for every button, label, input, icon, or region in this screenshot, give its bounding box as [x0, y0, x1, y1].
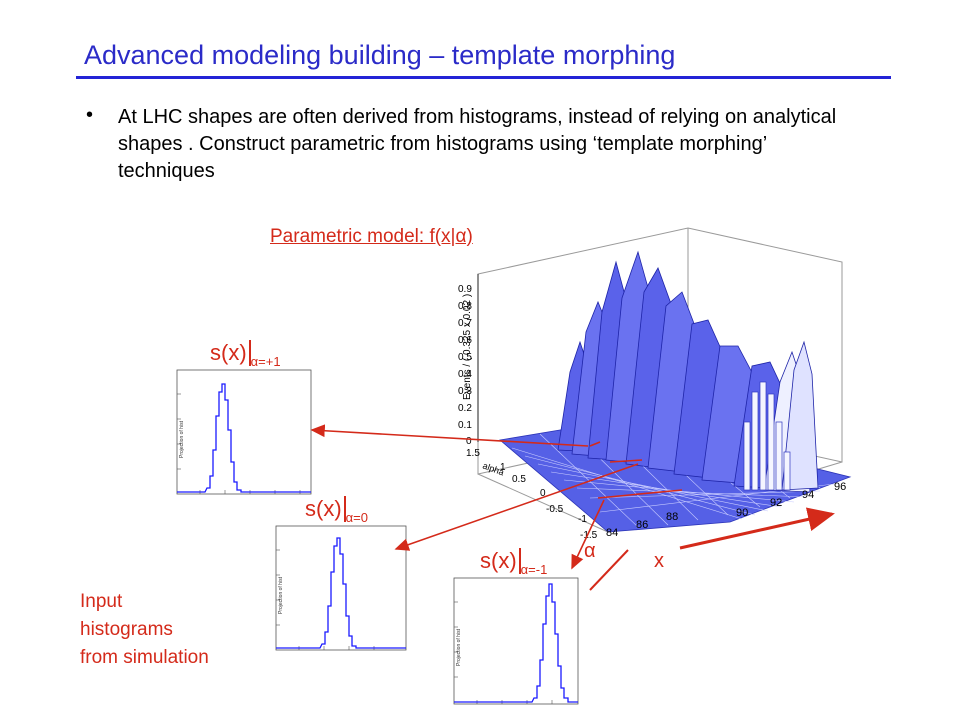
- marker-line-alpha-minus-one: [597, 489, 683, 499]
- alpha-tick: 1: [500, 462, 506, 473]
- arrow-to-alpha-zero: [394, 463, 639, 551]
- bullet-text: At LHC shapes are often derived from his…: [118, 106, 837, 182]
- z-tick: 0.5: [458, 352, 472, 363]
- z-tick: 0.8: [458, 301, 472, 312]
- slide-title: Advanced modeling building – template mo…: [84, 40, 676, 70]
- x-tick: 84: [606, 527, 618, 539]
- z-tick: 0.6: [458, 335, 472, 346]
- z-tick: 0: [466, 436, 472, 447]
- alpha-tick: -0.5: [546, 504, 564, 515]
- z-tick: 0.2: [458, 403, 472, 414]
- x-tick: 90: [736, 507, 748, 519]
- z-tick: 0.4: [458, 369, 472, 380]
- input-label-line: from simulation: [80, 647, 209, 668]
- title-rule: [76, 76, 891, 79]
- x-tick: 88: [666, 511, 678, 523]
- input-label-line: Input: [80, 591, 123, 612]
- label-s-alpha-minus-one: s(x) α=-1: [480, 548, 548, 577]
- x-arrow-label: x: [654, 550, 664, 572]
- svg-text:Projection of hist: Projection of hist: [456, 628, 462, 666]
- histogram-line: [454, 583, 578, 703]
- z-tick: 0.9: [458, 284, 472, 295]
- alpha-axis-arrow: [589, 549, 629, 591]
- arrow-to-alpha-minus-one: [571, 499, 605, 570]
- marker-line-alpha-plus-one: [589, 441, 601, 447]
- x-tick: 96: [834, 481, 846, 493]
- alpha-tick: 0.5: [512, 474, 526, 485]
- parametric-model-label: Parametric model: f(x|α): [270, 226, 473, 247]
- histogram-line: [276, 537, 406, 649]
- z-tick: 0.3: [458, 386, 472, 397]
- histogram-alpha-zero: Projection of hist: [254, 520, 412, 660]
- input-histograms-label: Input histograms from simulation: [80, 588, 280, 672]
- alpha-tick: 1.5: [466, 448, 480, 459]
- x-axis: 84 86 88 90 92 94 96: [606, 481, 846, 539]
- label-s-alpha-zero: s(x) α=0: [305, 496, 368, 525]
- z-axis: 0 0.1 0.2 0.3 0.4 0.5 0.6 0.7 0.8 0.9 Ev…: [458, 274, 479, 447]
- alpha-tick: -1.5: [580, 530, 598, 541]
- bullet-marker: •: [86, 104, 94, 126]
- front-bars: [743, 381, 791, 491]
- z-tick: 0.1: [458, 420, 472, 431]
- alpha-tick: -1: [578, 514, 587, 525]
- x-tick: 86: [636, 519, 648, 531]
- svg-text:Projection of hist: Projection of hist: [179, 420, 185, 458]
- histogram-line: [177, 383, 311, 493]
- alpha-axis: 1.5 alpha 1 0.5 0 -0.5 -1 -1.5: [466, 448, 598, 541]
- svg-text:Projection of hist: Projection of hist: [278, 576, 284, 614]
- histogram-alpha-plus-one: Projection of hist: [155, 364, 317, 504]
- alpha-arrow-label: α: [584, 540, 596, 562]
- x-tick: 92: [770, 497, 782, 509]
- z-tick: 0.7: [458, 318, 472, 329]
- x-axis-arrow: [679, 507, 835, 550]
- arrow-to-alpha-plus-one: [310, 424, 589, 447]
- input-label-line: histograms: [80, 619, 173, 640]
- surface-ridges: [557, 250, 819, 493]
- x-tick: 94: [802, 489, 814, 501]
- histogram-alpha-minus-one: Projection of hist: [432, 572, 582, 712]
- alpha-tick: 0: [540, 488, 546, 499]
- label-s-alpha-plus-one: s(x) α=+1: [210, 340, 281, 369]
- marker-line-alpha-zero: [609, 459, 643, 463]
- z-axis-title: Events / ( 0.325 x 0.02 ): [462, 294, 473, 400]
- morphing-3d-plot: 0 0.1 0.2 0.3 0.4 0.5 0.6 0.7 0.8 0.9 Ev…: [458, 227, 852, 541]
